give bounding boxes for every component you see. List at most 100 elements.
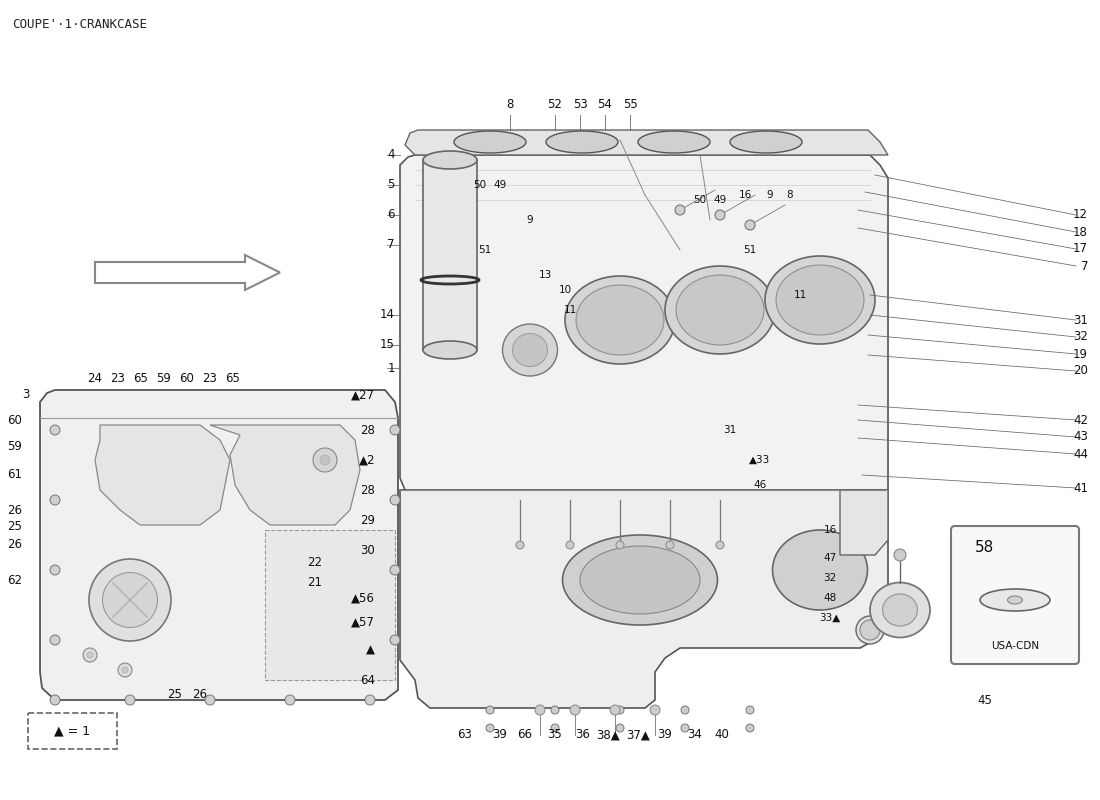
Text: ▲2: ▲2 <box>359 454 375 466</box>
Text: 8: 8 <box>786 190 793 200</box>
Text: 3: 3 <box>23 389 30 402</box>
Text: 43: 43 <box>1074 430 1088 443</box>
Circle shape <box>715 210 725 220</box>
Text: 5: 5 <box>387 178 395 191</box>
Text: 30: 30 <box>361 543 375 557</box>
FancyBboxPatch shape <box>28 713 117 749</box>
Text: 34: 34 <box>688 729 703 742</box>
Circle shape <box>82 648 97 662</box>
Text: 35: 35 <box>548 729 562 742</box>
Text: 14: 14 <box>379 309 395 322</box>
Text: COUPE'·1·CRANKCASE: COUPE'·1·CRANKCASE <box>12 18 147 31</box>
Text: 12: 12 <box>1072 209 1088 222</box>
Text: 59: 59 <box>156 371 172 385</box>
Ellipse shape <box>856 616 884 644</box>
Text: 52: 52 <box>548 98 562 111</box>
Circle shape <box>205 695 214 705</box>
Text: 44: 44 <box>1072 447 1088 461</box>
Text: 23: 23 <box>202 371 218 385</box>
Circle shape <box>745 220 755 230</box>
Text: 53: 53 <box>573 98 587 111</box>
Text: 17: 17 <box>1072 242 1088 255</box>
Ellipse shape <box>730 131 802 153</box>
FancyBboxPatch shape <box>952 526 1079 664</box>
Polygon shape <box>400 155 888 500</box>
Text: 26: 26 <box>7 503 22 517</box>
Circle shape <box>285 695 295 705</box>
Circle shape <box>87 652 94 658</box>
Circle shape <box>125 695 135 705</box>
Circle shape <box>50 425 60 435</box>
Circle shape <box>390 495 400 505</box>
Circle shape <box>681 724 689 732</box>
Text: 4: 4 <box>387 149 395 162</box>
Circle shape <box>675 205 685 215</box>
Text: 16: 16 <box>738 190 751 200</box>
Ellipse shape <box>638 131 710 153</box>
Text: ▲27: ▲27 <box>351 389 375 402</box>
Text: 36: 36 <box>575 729 591 742</box>
Ellipse shape <box>676 275 764 345</box>
Ellipse shape <box>102 573 157 627</box>
Circle shape <box>746 724 754 732</box>
Text: 39: 39 <box>658 729 672 742</box>
Text: 42: 42 <box>1072 414 1088 426</box>
Text: 7: 7 <box>1080 259 1088 273</box>
Ellipse shape <box>870 582 930 638</box>
Text: 32: 32 <box>824 573 837 583</box>
Text: 49: 49 <box>494 180 507 190</box>
Circle shape <box>486 706 494 714</box>
Circle shape <box>516 541 524 549</box>
Text: 13: 13 <box>538 270 551 280</box>
Text: 25: 25 <box>167 689 183 702</box>
Ellipse shape <box>666 266 776 354</box>
Text: 16: 16 <box>824 525 837 535</box>
Text: 21: 21 <box>308 577 322 590</box>
Text: 51: 51 <box>478 245 492 255</box>
Polygon shape <box>265 530 395 680</box>
Circle shape <box>486 724 494 732</box>
Text: 7: 7 <box>387 238 395 251</box>
Text: 58: 58 <box>975 541 994 555</box>
Polygon shape <box>40 390 398 700</box>
Text: autospares.ie: autospares.ie <box>368 438 712 482</box>
Text: 37▲: 37▲ <box>626 729 650 742</box>
Ellipse shape <box>772 530 868 610</box>
Circle shape <box>118 663 132 677</box>
Polygon shape <box>840 490 888 555</box>
Circle shape <box>365 695 375 705</box>
Text: 10: 10 <box>559 285 572 295</box>
Text: 60: 60 <box>179 371 195 385</box>
Text: 41: 41 <box>1072 482 1088 494</box>
Text: 46: 46 <box>754 480 767 490</box>
Polygon shape <box>95 425 230 525</box>
Text: 22: 22 <box>308 557 322 570</box>
Text: 40: 40 <box>715 729 729 742</box>
Circle shape <box>390 565 400 575</box>
Text: ▲57: ▲57 <box>351 615 375 629</box>
Circle shape <box>320 455 330 465</box>
Ellipse shape <box>576 285 664 355</box>
Ellipse shape <box>562 535 717 625</box>
Text: 23: 23 <box>111 371 125 385</box>
Text: 66: 66 <box>517 729 532 742</box>
Ellipse shape <box>503 324 558 376</box>
Polygon shape <box>210 425 360 525</box>
Circle shape <box>616 724 624 732</box>
Text: 20: 20 <box>1074 365 1088 378</box>
Text: 24: 24 <box>88 371 102 385</box>
Ellipse shape <box>1008 596 1023 604</box>
Text: 38▲: 38▲ <box>596 729 620 742</box>
Text: 64: 64 <box>360 674 375 686</box>
Text: 25: 25 <box>7 521 22 534</box>
Text: 45: 45 <box>978 694 992 706</box>
Text: 48: 48 <box>824 593 837 603</box>
Circle shape <box>610 705 620 715</box>
Text: 47: 47 <box>824 553 837 563</box>
Circle shape <box>122 667 128 673</box>
Ellipse shape <box>513 334 548 366</box>
Text: 61: 61 <box>7 467 22 481</box>
Polygon shape <box>405 130 888 155</box>
Text: 49: 49 <box>714 195 727 205</box>
Ellipse shape <box>565 276 675 364</box>
